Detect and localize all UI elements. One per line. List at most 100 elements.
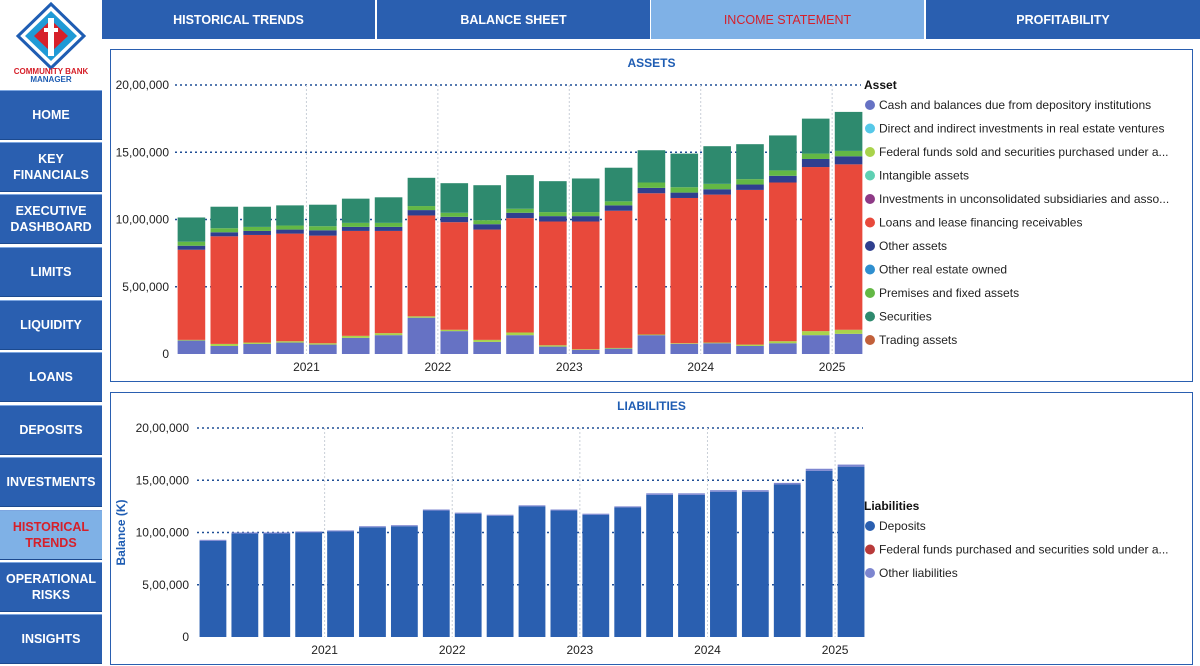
bar-segment[interactable] — [390, 525, 418, 527]
bar-segment[interactable] — [769, 135, 797, 171]
bar-segment[interactable] — [703, 146, 731, 184]
bar-segment[interactable] — [604, 167, 633, 202]
bar-segment[interactable] — [604, 210, 633, 348]
bar-segment[interactable] — [710, 491, 737, 637]
bar-segment[interactable] — [769, 343, 797, 354]
legend-item[interactable]: Federal funds sold and securities purcha… — [879, 145, 1169, 159]
sidebar-item-operational-risks[interactable]: OPERATIONAL RISKS — [0, 562, 102, 612]
bar-segment[interactable] — [295, 531, 323, 533]
bar-segment[interactable] — [834, 150, 863, 157]
bar-segment[interactable] — [309, 230, 337, 236]
bar-segment[interactable] — [703, 194, 731, 343]
bar-segment[interactable] — [422, 510, 450, 637]
bar-segment[interactable] — [341, 222, 370, 227]
bar-segment[interactable] — [769, 175, 797, 183]
bar-segment[interactable] — [473, 220, 501, 225]
bar-segment[interactable] — [309, 204, 337, 227]
bar-segment[interactable] — [805, 470, 833, 637]
bar-segment[interactable] — [834, 164, 863, 330]
bar-segment[interactable] — [177, 241, 206, 246]
bar-segment[interactable] — [486, 514, 514, 516]
bar-segment[interactable] — [506, 332, 534, 336]
sidebar-item-key-financials[interactable]: KEY FINANCIALS — [0, 142, 102, 192]
bar-segment[interactable] — [199, 540, 227, 637]
bar-segment[interactable] — [276, 229, 304, 234]
legend-item[interactable]: Loans and lease financing receivables — [879, 216, 1082, 230]
bar-segment[interactable] — [703, 189, 731, 195]
bar-segment[interactable] — [801, 153, 830, 159]
bar-segment[interactable] — [210, 206, 239, 229]
bar-segment[interactable] — [736, 345, 764, 354]
bar-segment[interactable] — [637, 335, 666, 354]
bar-segment[interactable] — [473, 224, 501, 230]
legend-item[interactable]: Direct and indirect investments in real … — [879, 122, 1164, 136]
bar-segment[interactable] — [374, 226, 403, 231]
bar-segment[interactable] — [741, 491, 769, 637]
bar-segment[interactable] — [506, 175, 534, 209]
bar-segment[interactable] — [539, 216, 567, 222]
bar-segment[interactable] — [614, 506, 642, 508]
bar-segment[interactable] — [407, 215, 436, 317]
legend-item[interactable]: Other liabilities — [879, 566, 958, 580]
bar-segment[interactable] — [646, 493, 674, 495]
bar-segment[interactable] — [539, 221, 567, 346]
bar-segment[interactable] — [341, 226, 370, 231]
bar-segment[interactable] — [341, 337, 370, 354]
tab-balance-sheet[interactable]: BALANCE SHEET — [377, 0, 650, 39]
bar-segment[interactable] — [604, 205, 633, 211]
bar-segment[interactable] — [440, 212, 469, 217]
bar-segment[interactable] — [276, 225, 304, 230]
bar-segment[interactable] — [571, 349, 600, 350]
bar-segment[interactable] — [518, 506, 546, 637]
bar-segment[interactable] — [231, 533, 259, 637]
bar-segment[interactable] — [801, 331, 830, 336]
tab-income-statement[interactable]: INCOME STATEMENT — [651, 0, 924, 39]
legend-item[interactable]: Other real estate owned — [879, 263, 1007, 277]
bar-segment[interactable] — [374, 333, 403, 336]
bar-segment[interactable] — [341, 230, 370, 336]
bar-segment[interactable] — [243, 343, 271, 354]
bar-segment[interactable] — [341, 198, 370, 223]
bar-segment[interactable] — [374, 222, 403, 227]
legend-item[interactable]: Trading assets — [879, 333, 957, 347]
bar-segment[interactable] — [539, 346, 567, 354]
bar-segment[interactable] — [506, 208, 534, 213]
tab-historical-trends[interactable]: HISTORICAL TRENDS — [102, 0, 375, 39]
bar-segment[interactable] — [210, 343, 239, 346]
sidebar-item-historical-trends[interactable]: HISTORICAL TRENDS — [0, 510, 102, 560]
bar-segment[interactable] — [582, 513, 610, 515]
bar-segment[interactable] — [736, 344, 764, 346]
bar-segment[interactable] — [295, 532, 323, 638]
bar-segment[interactable] — [670, 153, 699, 188]
bar-segment[interactable] — [486, 515, 514, 637]
sidebar-item-executive-dashboard[interactable]: EXECUTIVE DASHBOARD — [0, 194, 102, 244]
bar-segment[interactable] — [571, 349, 600, 354]
bar-segment[interactable] — [539, 212, 567, 217]
bar-segment[interactable] — [670, 192, 699, 198]
bar-segment[interactable] — [359, 526, 386, 528]
bar-segment[interactable] — [506, 335, 534, 354]
bar-segment[interactable] — [390, 526, 418, 637]
bar-segment[interactable] — [374, 197, 403, 223]
bar-segment[interactable] — [805, 468, 833, 471]
bar-segment[interactable] — [834, 333, 863, 354]
bar-segment[interactable] — [571, 221, 600, 350]
bar-segment[interactable] — [550, 509, 578, 511]
bar-segment[interactable] — [736, 144, 764, 180]
bar-segment[interactable] — [710, 490, 737, 492]
bar-segment[interactable] — [837, 464, 865, 467]
bar-segment[interactable] — [801, 167, 830, 332]
bar-segment[interactable] — [210, 232, 239, 237]
legend-item[interactable]: Investments in unconsolidated subsidiari… — [879, 192, 1169, 206]
bar-segment[interactable] — [210, 345, 239, 354]
bar-segment[interactable] — [359, 527, 386, 637]
bar-segment[interactable] — [769, 341, 797, 344]
bar-segment[interactable] — [454, 512, 482, 514]
tab-profitability[interactable]: PROFITABILITY — [926, 0, 1200, 39]
legend-item[interactable]: Securities — [879, 310, 932, 324]
bar-segment[interactable] — [637, 150, 666, 183]
bar-segment[interactable] — [177, 245, 206, 250]
bar-segment[interactable] — [309, 343, 337, 345]
bar-segment[interactable] — [231, 532, 259, 534]
bar-segment[interactable] — [741, 490, 769, 492]
